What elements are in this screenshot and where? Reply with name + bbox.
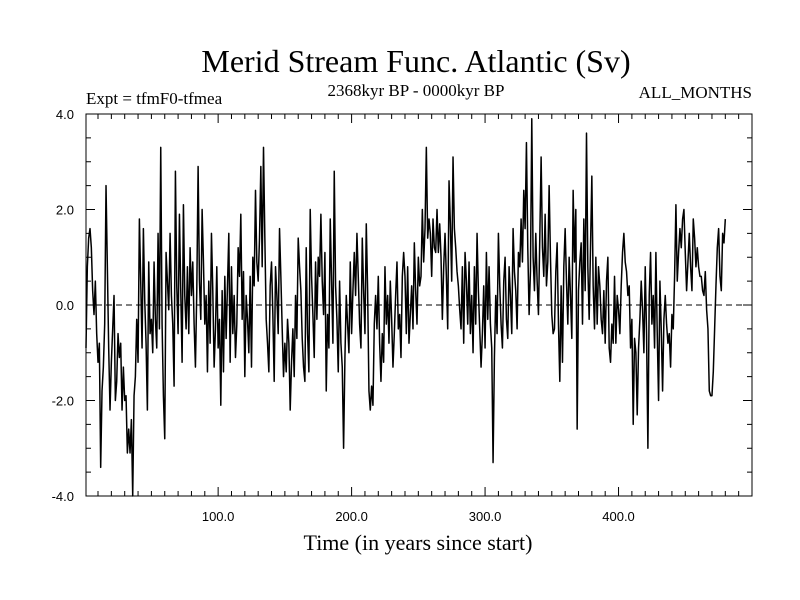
series-line-0 [85,118,727,497]
y-tick-label: 0.0 [56,298,74,313]
plot-area: -4.0 -2.0 0.0 2.0 4.0 100.0 200.0 300.0 400.0 [52,107,753,524]
x-tick-label: 400.0 [602,509,635,524]
x-axis-label: Time (in years since start) [304,530,533,555]
y-tick-label: 2.0 [56,203,74,218]
y-tick-label: -4.0 [52,489,74,504]
y-tick-label: 4.0 [56,107,74,122]
y-tick-label: -2.0 [52,394,74,409]
experiment-label: Expt = tfmF0-tfmea [86,89,223,108]
time-range-label: 2368kyr BP - 0000kyr BP [328,81,505,100]
x-tick-label: 100.0 [202,509,235,524]
months-label: ALL_MONTHS [639,83,752,102]
x-tick-label: 200.0 [335,509,368,524]
x-tick-label: 300.0 [469,509,502,524]
chart-title: Merid Stream Func. Atlantic (Sv) [201,43,630,79]
